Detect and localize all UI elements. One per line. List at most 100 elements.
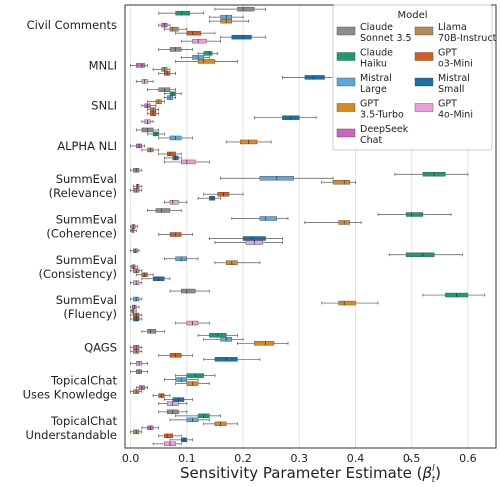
box-mark [158,10,205,16]
box-mark [130,63,148,68]
x-tick-label: 0.0 [122,452,140,465]
box-iqr [155,208,171,213]
box-mark [135,385,148,390]
box-iqr [242,236,266,241]
legend-label-line: 4o-Mini [438,110,473,121]
legend-item: Claude Sonnet 3.5 [336,22,412,44]
box-mark [135,127,160,133]
box-iqr [254,341,275,346]
legend-label: Mistral Large [360,73,392,95]
category-label-line: (Coherence) [46,227,117,241]
box-mark [220,34,266,40]
legend-label-line: Mistral [360,73,392,84]
box-mark [282,75,339,80]
legend-item: GPT o3-Mini [414,48,473,70]
box-mark [220,176,334,181]
x-tick-label: 0.3 [291,452,309,465]
box-mark [141,276,171,281]
box-mark [169,437,193,443]
box-mark [321,300,379,306]
box-mark [158,151,182,157]
category-label-line: TopicalChat [50,414,118,428]
box-iqr [231,34,252,40]
legend-box [332,4,493,151]
box-mark [152,441,182,447]
category-label: SNLI [91,99,117,113]
box-iqr [147,329,157,334]
box-mark [130,143,146,149]
legend-swatch [336,77,356,87]
legend-label-line: Haiku [360,59,387,70]
box-mark [163,159,210,165]
box-iqr [186,30,202,36]
legend-label: Mistral Small [438,73,470,95]
box-mark [169,288,210,294]
box-mark [130,349,143,354]
category-label-line: Civil Comments [27,18,117,32]
legend-swatch [414,77,434,87]
category-label: SummEval (Coherence) [46,213,117,241]
box-mark [175,373,216,378]
legend-label-line: GPT [360,99,379,110]
legend-label-line: 3.5-Turbo [360,110,404,121]
box-mark [141,103,157,108]
box-mark [147,131,165,137]
box-mark [130,296,143,302]
box-mark [130,168,143,173]
box-mark [175,413,221,419]
legend-item: Mistral Large [336,73,392,95]
box-mark [253,115,317,120]
category-label-line: MNLI [89,58,117,72]
box-mark [133,184,143,189]
box-mark [231,216,289,221]
category-label: SummEval (Relevance) [49,172,117,200]
box-iqr [237,6,255,12]
box-mark [163,95,176,100]
box-mark [158,401,188,406]
category-label-line: TopicalChat [50,374,118,388]
box-iqr [169,26,179,32]
legend-swatch [336,103,356,112]
legend-item: GPT 4o-Mini [414,99,473,121]
legend-swatch [414,26,434,36]
x-tick-label: 0.6 [459,452,477,465]
box-mark [152,393,171,398]
box-mark [175,381,210,386]
box-iqr [192,38,207,44]
box-mark [130,308,137,314]
box-iqr [338,300,356,306]
legend-label-line: Large [360,84,387,95]
box-mark [388,252,463,257]
legend-item: Llama 70B-Instruct [414,22,497,44]
box-mark [158,232,193,237]
box-iqr [332,180,351,185]
box-mark [147,107,160,112]
category-label: MNLI [89,58,117,72]
legend-item: GPT 3.5-Turbo [336,99,404,121]
legend-label-line: 70B-Instruct [438,33,497,44]
box-mark [130,304,140,310]
box-layer [130,6,486,447]
category-label-line: (Consistency) [38,267,117,281]
box-mark [180,38,221,44]
box-mark [130,316,143,322]
box-mark [180,55,210,60]
box-mark [130,188,143,193]
box-mark [147,87,176,92]
box-mark [147,208,182,213]
category-label-line: SummEval [56,253,117,267]
x-axis-label-part: t [432,475,436,485]
box-mark [130,280,143,285]
box-mark [135,272,154,277]
box-mark [214,260,261,265]
legend-label: DeepSeek Chat [360,124,409,146]
box-mark [304,220,362,225]
box-mark [169,417,210,423]
legend-swatch [414,52,434,61]
box-iqr [169,200,179,205]
box-mark [130,248,140,253]
box-mark [197,333,238,338]
box-iqr [166,151,176,157]
